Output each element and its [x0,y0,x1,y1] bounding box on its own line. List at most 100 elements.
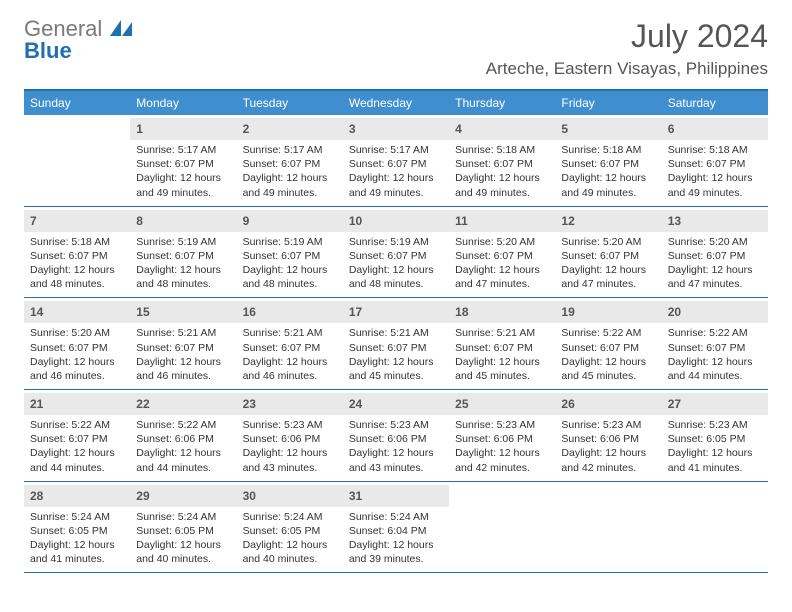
sunset-text: Sunset: 6:05 PM [668,432,762,446]
day-cell: 4Sunrise: 5:18 AMSunset: 6:07 PMDaylight… [449,115,555,206]
daynum-row: 19 [555,301,661,323]
dow-sunday: Sunday [24,91,130,115]
calendar-page: General Blue July 2024 Arteche, Eastern … [0,0,792,612]
daylight-text: Daylight: 12 hours and 42 minutes. [561,446,655,474]
week-row: 21Sunrise: 5:22 AMSunset: 6:07 PMDayligh… [24,390,768,482]
sunrise-text: Sunrise: 5:20 AM [668,235,762,249]
day-cell: 29Sunrise: 5:24 AMSunset: 6:05 PMDayligh… [130,482,236,573]
day-cell: 25Sunrise: 5:23 AMSunset: 6:06 PMDayligh… [449,390,555,481]
day-cell: 19Sunrise: 5:22 AMSunset: 6:07 PMDayligh… [555,298,661,389]
day-number: 17 [349,305,362,319]
sunset-text: Sunset: 6:07 PM [349,341,443,355]
title-block: July 2024 Arteche, Eastern Visayas, Phil… [486,18,768,79]
sunrise-text: Sunrise: 5:18 AM [561,143,655,157]
sunrise-text: Sunrise: 5:21 AM [455,326,549,340]
day-number: 28 [30,489,43,503]
sunset-text: Sunset: 6:07 PM [455,341,549,355]
dow-tuesday: Tuesday [237,91,343,115]
sunrise-text: Sunrise: 5:18 AM [455,143,549,157]
daynum-row: 16 [237,301,343,323]
sunset-text: Sunset: 6:07 PM [668,249,762,263]
daylight-text: Daylight: 12 hours and 45 minutes. [455,355,549,383]
sunrise-text: Sunrise: 5:17 AM [349,143,443,157]
daylight-text: Daylight: 12 hours and 44 minutes. [136,446,230,474]
day-number: 7 [30,214,37,228]
day-cell: 26Sunrise: 5:23 AMSunset: 6:06 PMDayligh… [555,390,661,481]
day-cell: 17Sunrise: 5:21 AMSunset: 6:07 PMDayligh… [343,298,449,389]
day-cell: 11Sunrise: 5:20 AMSunset: 6:07 PMDayligh… [449,207,555,298]
daynum-row: 30 [237,485,343,507]
sunrise-text: Sunrise: 5:23 AM [668,418,762,432]
daylight-text: Daylight: 12 hours and 49 minutes. [136,171,230,199]
sunrise-text: Sunrise: 5:18 AM [668,143,762,157]
day-cell: 20Sunrise: 5:22 AMSunset: 6:07 PMDayligh… [662,298,768,389]
day-cell: 7Sunrise: 5:18 AMSunset: 6:07 PMDaylight… [24,207,130,298]
daylight-text: Daylight: 12 hours and 47 minutes. [668,263,762,291]
logo: General Blue [24,18,132,62]
sunset-text: Sunset: 6:07 PM [30,341,124,355]
day-cell: 1Sunrise: 5:17 AMSunset: 6:07 PMDaylight… [130,115,236,206]
dow-row: Sunday Monday Tuesday Wednesday Thursday… [24,91,768,115]
daynum-row: 28 [24,485,130,507]
day-cell: 31 Sunrise: 5:24 AMSunset: 6:04 PMDayligh… [343,482,449,573]
day-number: 19 [561,305,574,319]
sunrise-text: Sunrise: 5:21 AM [349,326,443,340]
daylight-text: Daylight: 12 hours and 49 minutes. [455,171,549,199]
day-number: 2 [243,122,250,136]
sunrise-text: Sunrise: 5:17 AM [136,143,230,157]
day-cell: 24Sunrise: 5:23 AMSunset: 6:06 PMDayligh… [343,390,449,481]
daylight-text: Daylight: 12 hours and 41 minutes. [668,446,762,474]
sunset-text: Sunset: 6:07 PM [561,249,655,263]
daylight-text: Daylight: 12 hours and 46 minutes. [30,355,124,383]
daynum-row: 26 [555,393,661,415]
day-number: 24 [349,397,362,411]
daylight-text: Daylight: 12 hours and 49 minutes. [561,171,655,199]
daynum-row: 15 [130,301,236,323]
dow-wednesday: Wednesday [343,91,449,115]
sunset-text: Sunset: 6:05 PM [30,524,124,538]
daylight-text: Daylight: 12 hours and 47 minutes. [455,263,549,291]
weeks-container: 1Sunrise: 5:17 AMSunset: 6:07 PMDaylight… [24,115,768,573]
day-number: 9 [243,214,250,228]
sunset-text: Sunset: 6:07 PM [30,249,124,263]
sunrise-text: Sunrise: 5:17 AM [243,143,337,157]
daynum-row: 9 [237,210,343,232]
daynum-row: 27 [662,393,768,415]
daynum-row: 2 [237,118,343,140]
daynum-row: 22 [130,393,236,415]
sunset-text: Sunset: 6:05 PM [136,524,230,538]
day-cell: 28Sunrise: 5:24 AMSunset: 6:05 PMDayligh… [24,482,130,573]
daylight-text: Daylight: 12 hours and 48 minutes. [243,263,337,291]
sunset-text: Sunset: 6:06 PM [561,432,655,446]
sunrise-text: Sunrise: 5:24 AM [349,510,443,524]
sunset-text: Sunset: 6:07 PM [668,341,762,355]
sunrise-text: Sunrise: 5:24 AM [30,510,124,524]
daynum-row: 31 [343,485,449,507]
sunset-text: Sunset: 6:05 PM [243,524,337,538]
daynum-row: 3 [343,118,449,140]
day-number: 11 [455,214,468,228]
sunset-text: Sunset: 6:07 PM [455,157,549,171]
daynum-row: 24 [343,393,449,415]
daylight-text: Daylight: 12 hours and 39 minutes. [349,538,443,566]
dow-monday: Monday [130,91,236,115]
month-title: July 2024 [486,18,768,55]
week-row: 28Sunrise: 5:24 AMSunset: 6:05 PMDayligh… [24,482,768,574]
sunrise-text: Sunrise: 5:21 AM [136,326,230,340]
daynum-row: 17 [343,301,449,323]
sunset-text: Sunset: 6:07 PM [136,157,230,171]
day-number: 3 [349,122,356,136]
sunset-text: Sunset: 6:07 PM [349,249,443,263]
sunset-text: Sunset: 6:07 PM [136,341,230,355]
sunset-text: Sunset: 6:07 PM [243,157,337,171]
sunset-text: Sunset: 6:04 PM [349,524,443,538]
daylight-text: Daylight: 12 hours and 47 minutes. [561,263,655,291]
sunrise-text: Sunrise: 5:22 AM [30,418,124,432]
sunrise-text: Sunrise: 5:19 AM [243,235,337,249]
day-number: 20 [668,305,681,319]
sunset-text: Sunset: 6:06 PM [136,432,230,446]
sunset-text: Sunset: 6:07 PM [349,157,443,171]
day-number: 14 [30,305,43,319]
day-cell [24,115,130,206]
day-number: 31 [349,489,362,503]
